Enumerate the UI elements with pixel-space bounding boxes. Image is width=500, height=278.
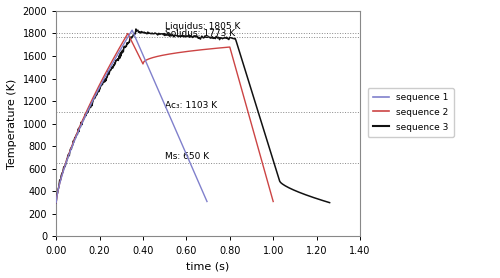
Text: Solidus: 1773 K: Solidus: 1773 K [164,29,235,38]
Text: Ac₃: 1103 K: Ac₃: 1103 K [164,101,217,110]
X-axis label: time (s): time (s) [186,261,230,271]
Legend: sequence 1, sequence 2, sequence 3: sequence 1, sequence 2, sequence 3 [368,88,454,137]
Text: Liquidus: 1805 K: Liquidus: 1805 K [164,22,240,31]
Text: Ms: 650 K: Ms: 650 K [164,153,209,162]
Y-axis label: Temperature (K): Temperature (K) [7,79,17,169]
